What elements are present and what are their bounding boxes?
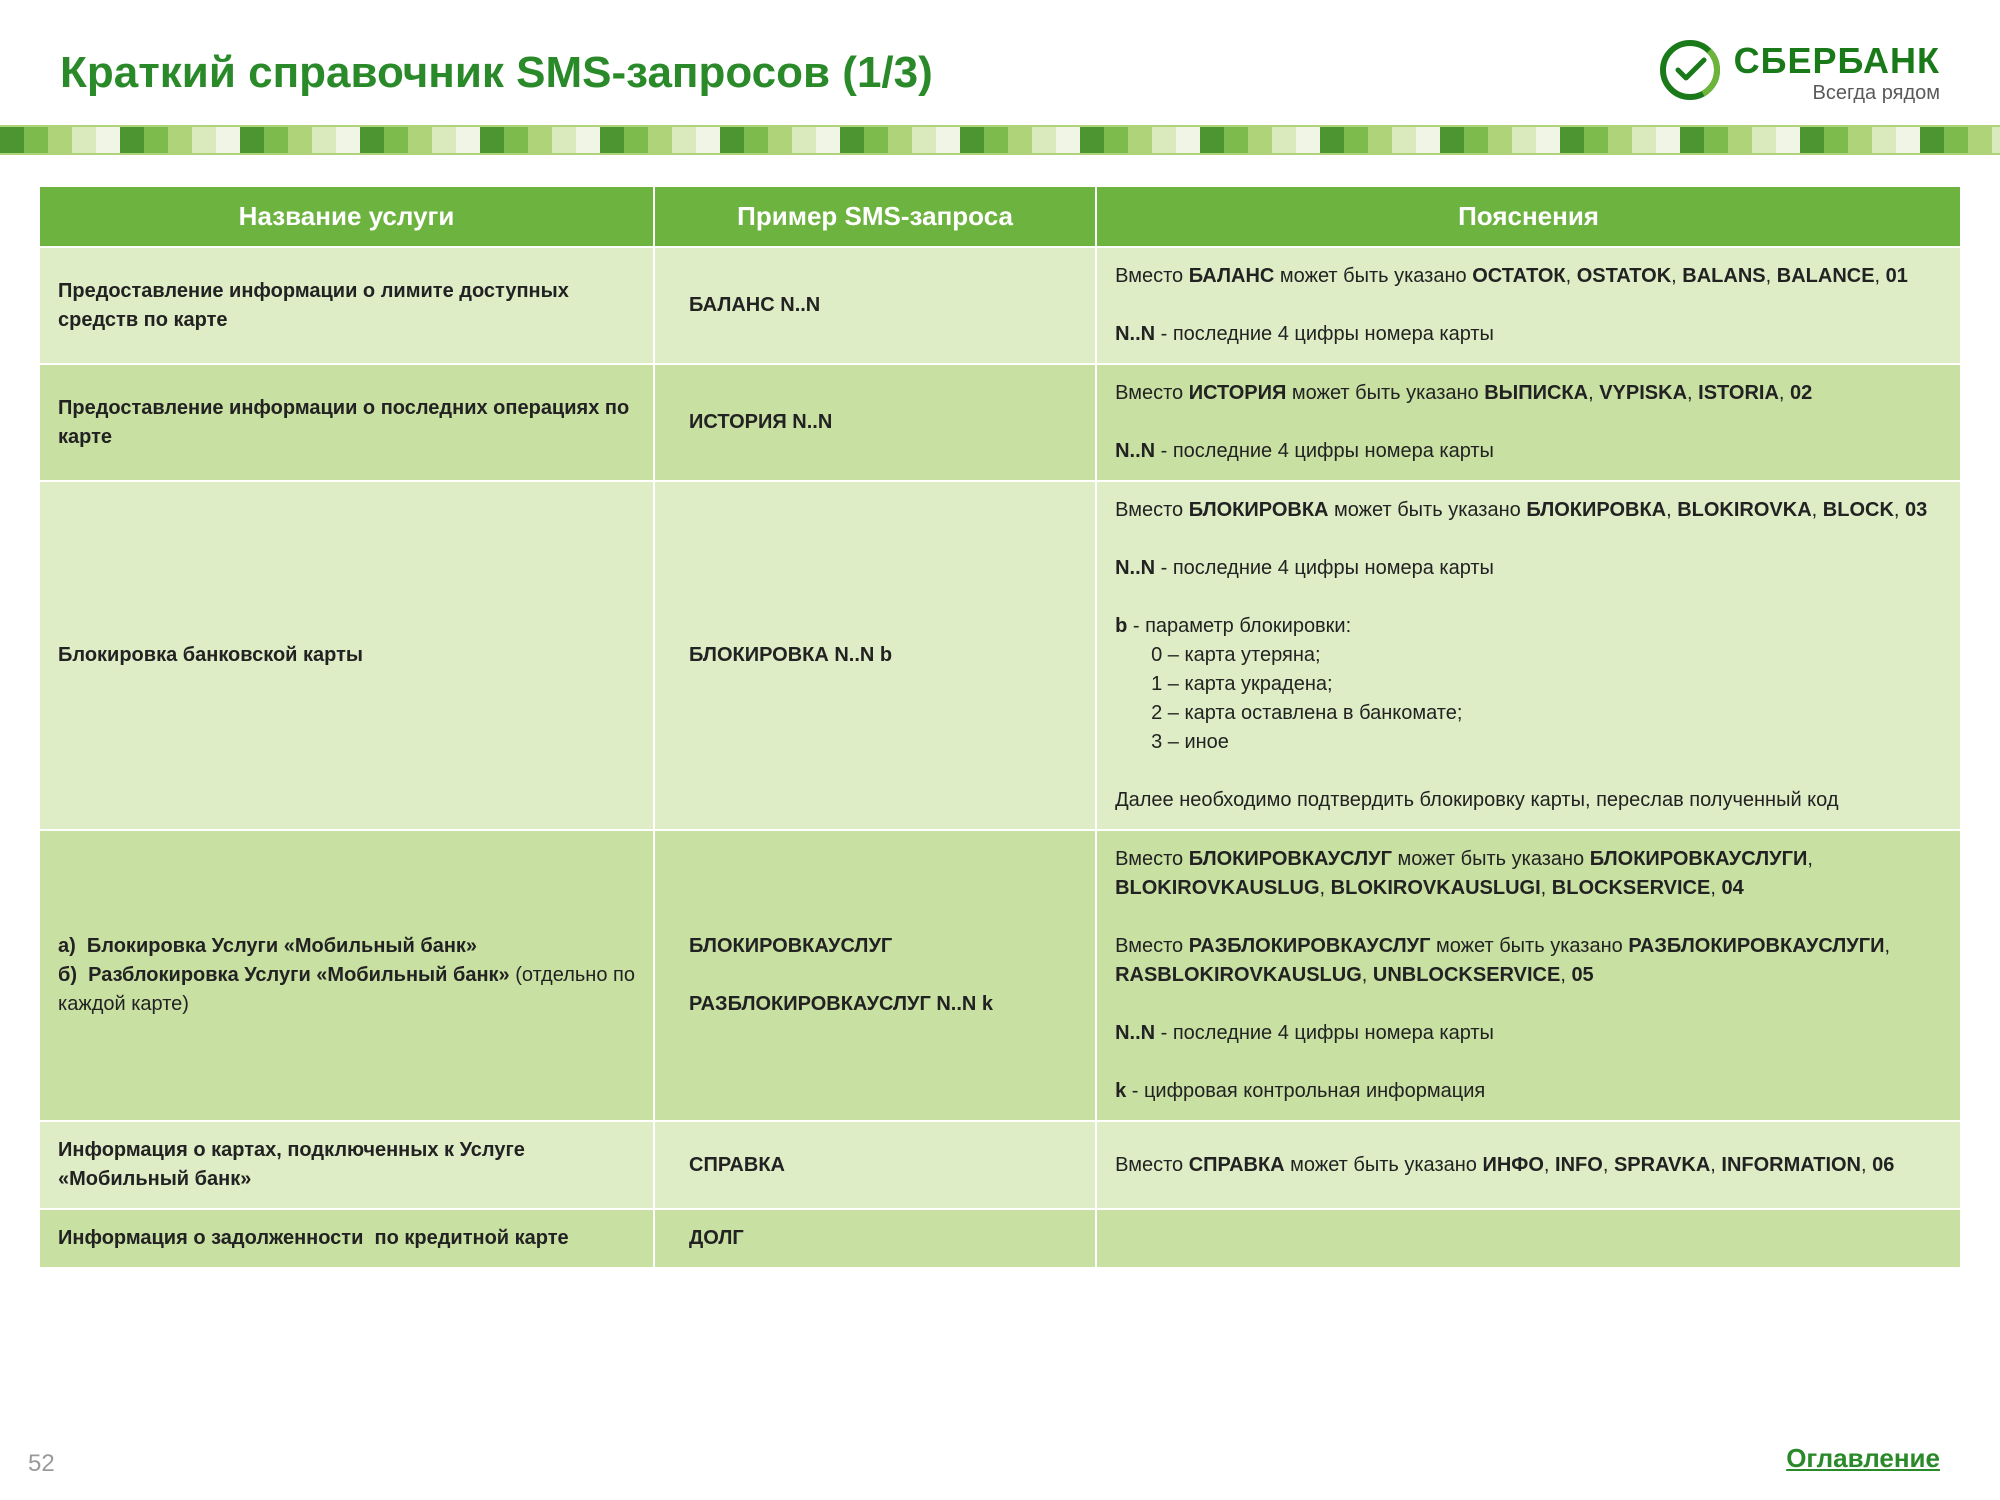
decorative-band [0,125,2000,155]
cell-service: Блокировка банковской карты [39,481,654,830]
brand-block: СБЕРБАНК Всегда рядом [1660,40,1940,105]
cell-notes: Вместо СПРАВКА может быть указано ИНФО, … [1096,1121,1961,1209]
cell-notes: Вместо БЛОКИРОВКАУСЛУГ может быть указан… [1096,830,1961,1121]
cell-notes: Вместо БЛОКИРОВКА может быть указано БЛО… [1096,481,1961,830]
table-row: Предоставление информации о лимите досту… [39,247,1961,364]
brand-logo-icon [1660,40,1720,105]
cell-example: БЛОКИРОВКАУСЛУГРАЗБЛОКИРОВКАУСЛУГ N..N k [654,830,1096,1121]
brand-tagline: Всегда рядом [1813,82,1940,105]
slide-header: Краткий справочник SMS-запросов (1/3) СБ… [0,0,2000,125]
cell-example: ДОЛГ [654,1209,1096,1268]
table-row: Блокировка банковской картыБЛОКИРОВКА N.… [39,481,1961,830]
brand-name: СБЕРБАНК [1734,40,1940,82]
col-example: Пример SMS-запроса [654,186,1096,247]
table-row: Информация о задолженности по кредитной … [39,1209,1961,1268]
col-notes: Пояснения [1096,186,1961,247]
cell-example: СПРАВКА [654,1121,1096,1209]
col-service: Название услуги [39,186,654,247]
page-title: Краткий справочник SMS-запросов (1/3) [60,48,933,98]
sms-reference-table-wrapper: Название услуги Пример SMS-запроса Поясн… [0,155,2000,1269]
sms-reference-table: Название услуги Пример SMS-запроса Поясн… [38,185,1962,1269]
cell-service: Предоставление информации о лимите досту… [39,247,654,364]
toc-link[interactable]: Оглавление [1786,1443,1940,1474]
table-row: Информация о картах, подключенных к Услу… [39,1121,1961,1209]
cell-service: Информация о картах, подключенных к Услу… [39,1121,654,1209]
table-row: а) Блокировка Услуги «Мобильный банк»б) … [39,830,1961,1121]
cell-notes: Вместо БАЛАНС может быть указано ОСТАТОК… [1096,247,1961,364]
cell-example: ИСТОРИЯ N..N [654,364,1096,481]
table-row: Предоставление информации о последних оп… [39,364,1961,481]
cell-service: Предоставление информации о последних оп… [39,364,654,481]
cell-service: Информация о задолженности по кредитной … [39,1209,654,1268]
cell-service: а) Блокировка Услуги «Мобильный банк»б) … [39,830,654,1121]
cell-example: БАЛАНС N..N [654,247,1096,364]
cell-notes: Вместо ИСТОРИЯ может быть указано ВЫПИСК… [1096,364,1961,481]
cell-notes [1096,1209,1961,1268]
page-number: 52 [28,1450,55,1478]
table-header-row: Название услуги Пример SMS-запроса Поясн… [39,186,1961,247]
cell-example: БЛОКИРОВКА N..N b [654,481,1096,830]
